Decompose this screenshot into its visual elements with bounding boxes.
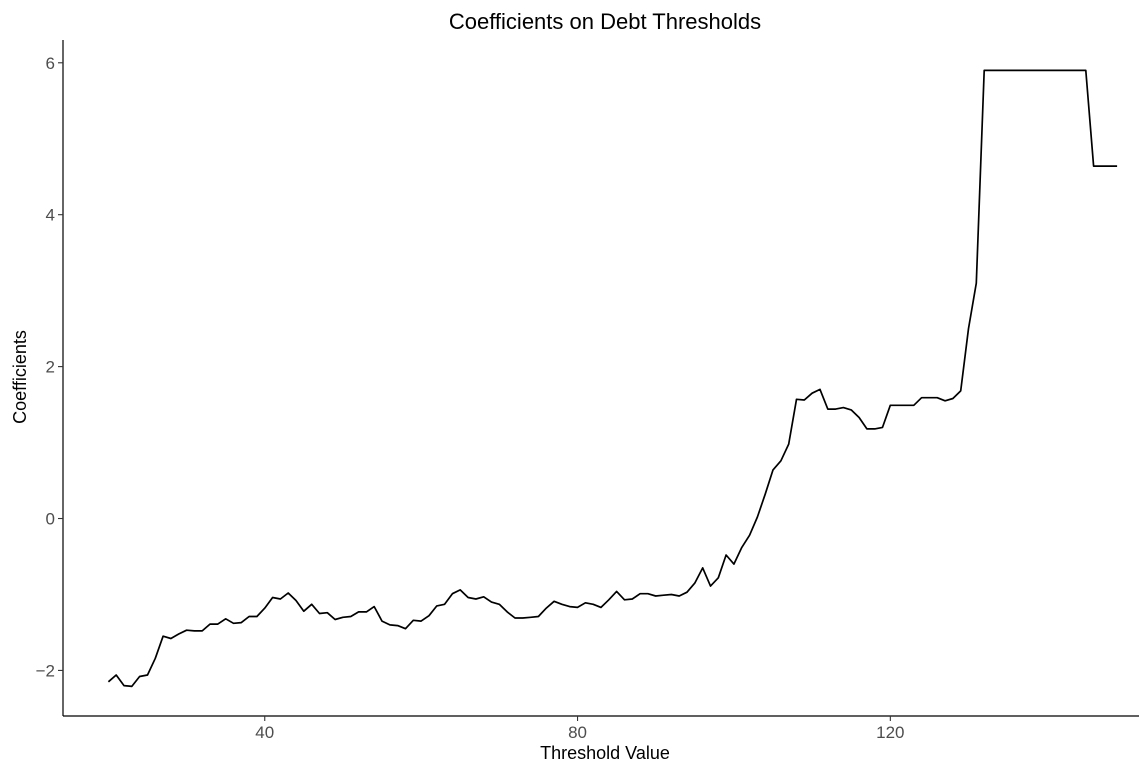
x-axis-ticks: 40 80 120 (255, 716, 905, 742)
y-tick-label: 0 (46, 510, 55, 529)
plot-area (107, 69, 1118, 688)
y-axis-ticks: −2 0 2 4 6 (36, 54, 63, 680)
y-tick-label: 2 (46, 358, 55, 377)
y-tick-label: 4 (46, 206, 55, 225)
y-tick-label: 6 (46, 54, 55, 73)
x-axis-label: Threshold Value (540, 743, 670, 763)
y-axis-label: Coefficients (10, 330, 30, 424)
y-tick-label: −2 (36, 661, 55, 680)
x-tick-label: 40 (255, 723, 274, 742)
chart-title: Coefficients on Debt Thresholds (449, 9, 761, 34)
series-line (107, 69, 1118, 688)
x-tick-label: 120 (876, 723, 904, 742)
x-tick-label: 80 (568, 723, 587, 742)
